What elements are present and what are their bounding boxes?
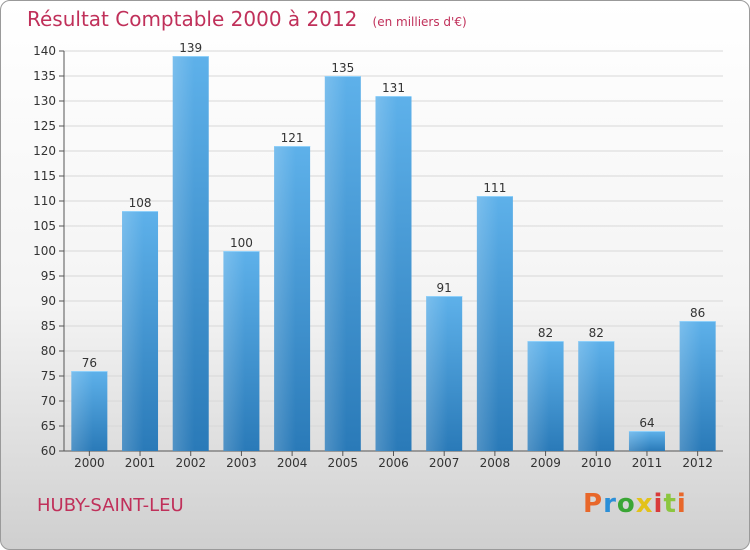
logo-letter: o [616,489,636,519]
x-tick-label: 2004 [277,456,308,470]
city-name: HUBY-SAINT-LEU [37,495,184,516]
y-tick-label: 125 [33,119,56,133]
bar-value-label: 82 [589,326,604,340]
bar-highlight [476,196,513,451]
bar-highlight [274,146,311,451]
x-tick-label: 2012 [682,456,713,470]
y-tick-label: 105 [33,219,56,233]
x-tick-label: 2000 [74,456,105,470]
bar-value-label: 100 [230,236,253,250]
y-tick-label: 135 [33,69,56,83]
x-tick-label: 2002 [175,456,206,470]
y-tick-label: 65 [41,419,56,433]
bar-highlight [324,76,361,451]
chart-title: Résultat Comptable 2000 à 2012 (en milli… [27,7,467,31]
y-tick-label: 115 [33,169,56,183]
y-tick-label: 130 [33,94,56,108]
logo-letter: i [676,489,687,519]
x-tick-label: 2001 [125,456,156,470]
bar-value-label: 135 [331,61,354,75]
bar-highlight [375,96,412,451]
bar-value-labels: 76 108 139 100 121 135 131 91 111 82 82 64 86 [82,41,706,430]
y-tick-label: 85 [41,319,56,333]
chart-title-main: Résultat Comptable 2000 à 2012 [27,7,358,31]
y-tick-label: 110 [33,194,56,208]
bar-value-label: 91 [437,281,452,295]
logo-letter: P [583,489,604,519]
chart-title-unit: (en milliers d'€) [372,15,467,29]
x-tick-label: 2006 [378,456,409,470]
bar-value-label: 139 [179,41,202,55]
x-tick-label: 2010 [581,456,612,470]
y-tick-label: 95 [41,269,56,283]
y-tick-label: 120 [33,144,56,158]
y-tick-label: 100 [33,244,56,258]
bar-highlight [172,56,209,451]
bar-highlight [527,341,564,451]
x-tick-label: 2005 [328,456,359,470]
proxiti-logo[interactable]: Proxiti [583,489,687,519]
logo-letter: i [653,489,664,519]
bar-value-label: 131 [382,81,405,95]
bar-highlight [223,251,260,451]
logo-letter: t [663,489,677,519]
y-tick-label: 75 [41,369,56,383]
y-tick-label: 80 [41,344,56,358]
x-tick-label: 2009 [530,456,561,470]
bar-value-label: 82 [538,326,553,340]
bar-value-label: 108 [129,196,152,210]
y-tick-label: 60 [41,444,56,458]
bar-value-label: 86 [690,306,705,320]
bar-highlight [679,321,716,451]
bar-highlight [426,296,463,451]
bar-value-label: 121 [281,131,304,145]
y-tick-label: 90 [41,294,56,308]
logo-letter: x [635,489,654,519]
bar-highlight [122,211,159,451]
x-tick-label: 2003 [226,456,257,470]
x-tick-label: 2008 [480,456,511,470]
bars [71,56,716,451]
bar-value-label: 76 [82,356,97,370]
bar-value-label: 64 [639,416,654,430]
y-tick-label: 140 [33,44,56,58]
bar-value-label: 111 [483,181,506,195]
y-tick-label: 70 [41,394,56,408]
bar-highlight [628,431,665,451]
x-tick-label: 2011 [632,456,663,470]
logo-letter: r [603,489,617,519]
bar-highlight [71,371,108,451]
x-tick-label: 2007 [429,456,460,470]
bar-highlight [578,341,615,451]
